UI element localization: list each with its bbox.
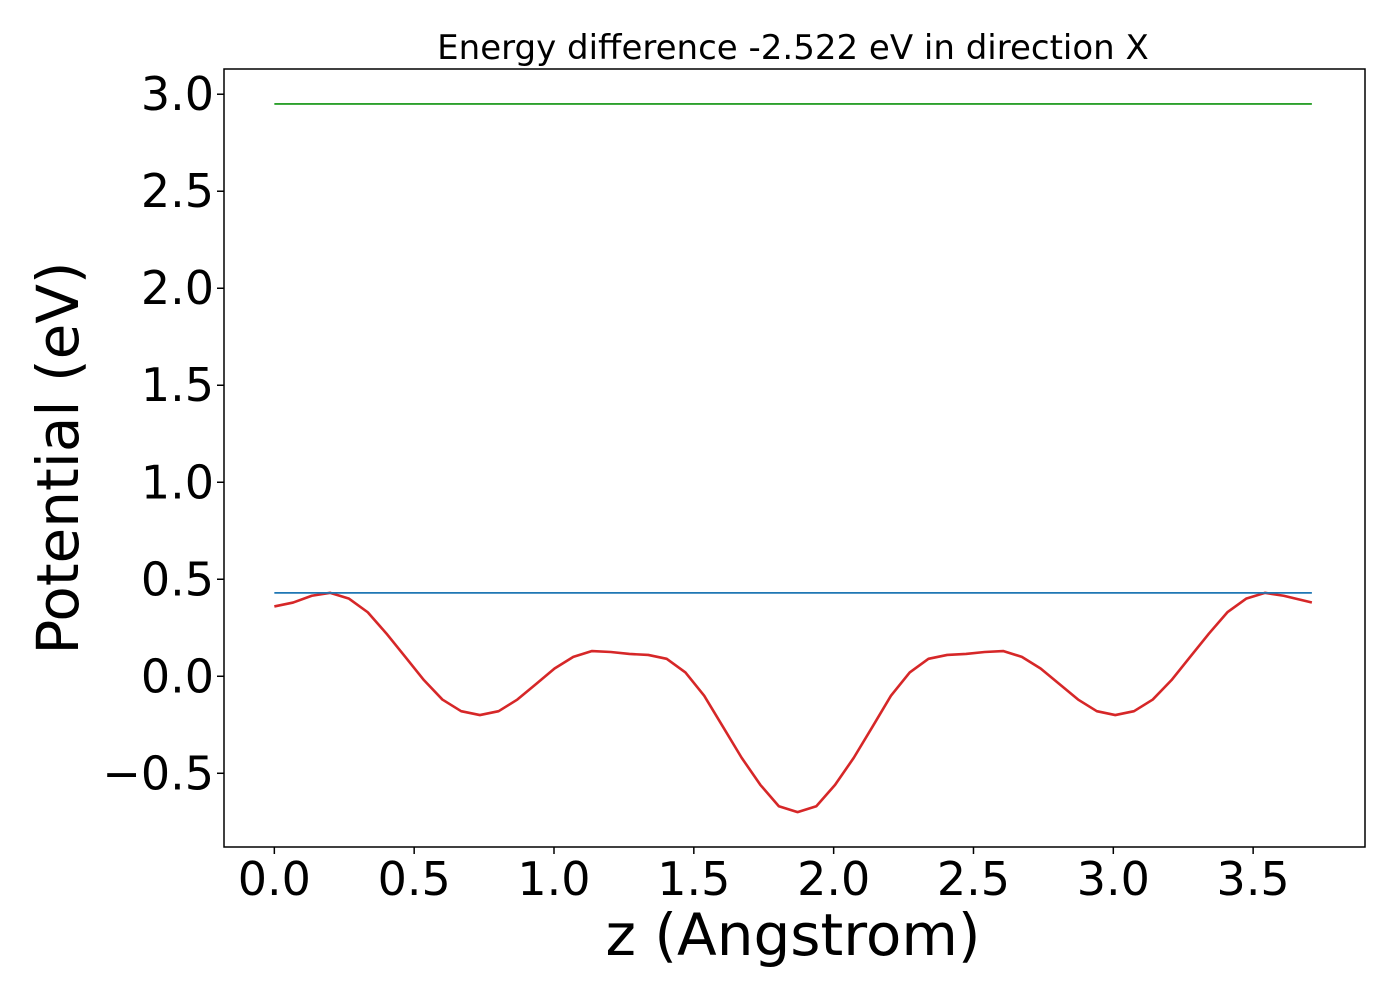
- x-axis-label: z (Angstrom): [606, 901, 981, 969]
- y-tick-label: 1.0: [141, 455, 214, 509]
- plot-frame: [223, 68, 1366, 848]
- x-tick-label: 3.5: [1217, 852, 1290, 906]
- y-tick-label: 0.0: [141, 649, 214, 703]
- y-tick-label: 3.0: [141, 67, 214, 121]
- x-axis-ticks: 0.0 0.5 1.0 1.5 2.0 2.5 3.0 3.5: [238, 847, 1290, 906]
- x-tick-label: 1.5: [657, 852, 730, 906]
- y-tick-label: 1.5: [141, 358, 214, 412]
- x-tick-label: 1.0: [517, 852, 590, 906]
- y-tick-label: −0.5: [102, 746, 214, 800]
- y-tick-label: 2.0: [141, 261, 214, 315]
- chart-title: Energy difference -2.522 eV in direction…: [437, 28, 1149, 68]
- y-tick-label: 2.5: [141, 164, 214, 218]
- x-tick-label: 0.5: [378, 852, 451, 906]
- y-tick-label: 0.5: [141, 552, 214, 606]
- x-tick-label: 3.0: [1077, 852, 1150, 906]
- x-tick-label: 2.5: [937, 852, 1010, 906]
- y-axis-label: Potential (eV): [24, 261, 92, 654]
- series-layer: [274, 103, 1313, 814]
- x-tick-label: 2.0: [797, 852, 870, 906]
- y-axis-ticks: −0.5 0.0 0.5 1.0 1.5 2.0 2.5 3.0: [102, 67, 224, 800]
- x-tick-label: 0.0: [238, 852, 311, 906]
- series-line-0: [274, 591, 1313, 814]
